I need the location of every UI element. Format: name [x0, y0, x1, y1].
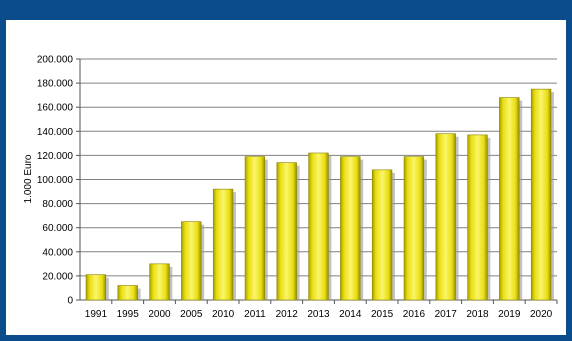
y-axis-ticks: 0 20.000 40.000 60.000 80.000 100.000 120.000 1…: [37, 55, 80, 307]
y-tick-label: 120.000: [37, 151, 74, 162]
y-axis-label: 1.000 Euro: [23, 154, 34, 203]
x-tick-label: 2017: [435, 309, 458, 320]
x-axis-ticks: 1991 1995 2000 2005 2010 2011 2012 2013 2014 2015…: [85, 300, 557, 320]
bar-2018: [468, 135, 488, 300]
x-tick-label: 2019: [498, 309, 521, 320]
y-tick-label: 200.000: [37, 55, 74, 66]
x-tick-label: 2010: [212, 309, 235, 320]
x-tick-label: 2018: [466, 309, 489, 320]
x-tick-label: 2005: [180, 309, 203, 320]
bar-2015: [372, 170, 392, 300]
y-tick-label: 160.000: [37, 103, 74, 114]
x-tick-label: 2015: [371, 309, 394, 320]
bar-2017: [436, 134, 456, 300]
x-tick-label: 2011: [244, 309, 266, 320]
bars: [86, 89, 554, 300]
y-tick-label: 20.000: [42, 271, 73, 282]
bar-2010: [213, 189, 233, 300]
x-tick-label: 1995: [117, 309, 140, 320]
bar-2014: [340, 157, 360, 300]
x-tick-label: 2012: [276, 309, 299, 320]
bar-2000: [150, 264, 170, 300]
y-tick-label: 60.000: [42, 223, 73, 234]
bar-1995: [118, 286, 138, 300]
bar-2020: [531, 89, 551, 300]
bar-2012: [277, 163, 297, 300]
y-tick-label: 140.000: [37, 127, 74, 138]
y-tick-label: 0: [67, 296, 73, 307]
x-tick-label: 2020: [530, 309, 553, 320]
bar-2013: [309, 153, 329, 300]
x-tick-label: 2000: [148, 309, 171, 320]
y-tick-label: 180.000: [37, 79, 74, 90]
x-tick-label: 1991: [85, 309, 108, 320]
bar-2011: [245, 157, 265, 300]
bar-2016: [404, 157, 424, 300]
y-tick-label: 80.000: [42, 199, 73, 210]
bar-2005: [181, 222, 201, 300]
x-tick-label: 2013: [307, 309, 330, 320]
bar-1991: [86, 275, 106, 300]
bar-2019: [499, 98, 519, 300]
y-tick-label: 100.000: [37, 175, 74, 186]
y-tick-label: 40.000: [42, 247, 73, 258]
x-tick-label: 2016: [403, 309, 426, 320]
x-tick-label: 2014: [339, 309, 362, 320]
